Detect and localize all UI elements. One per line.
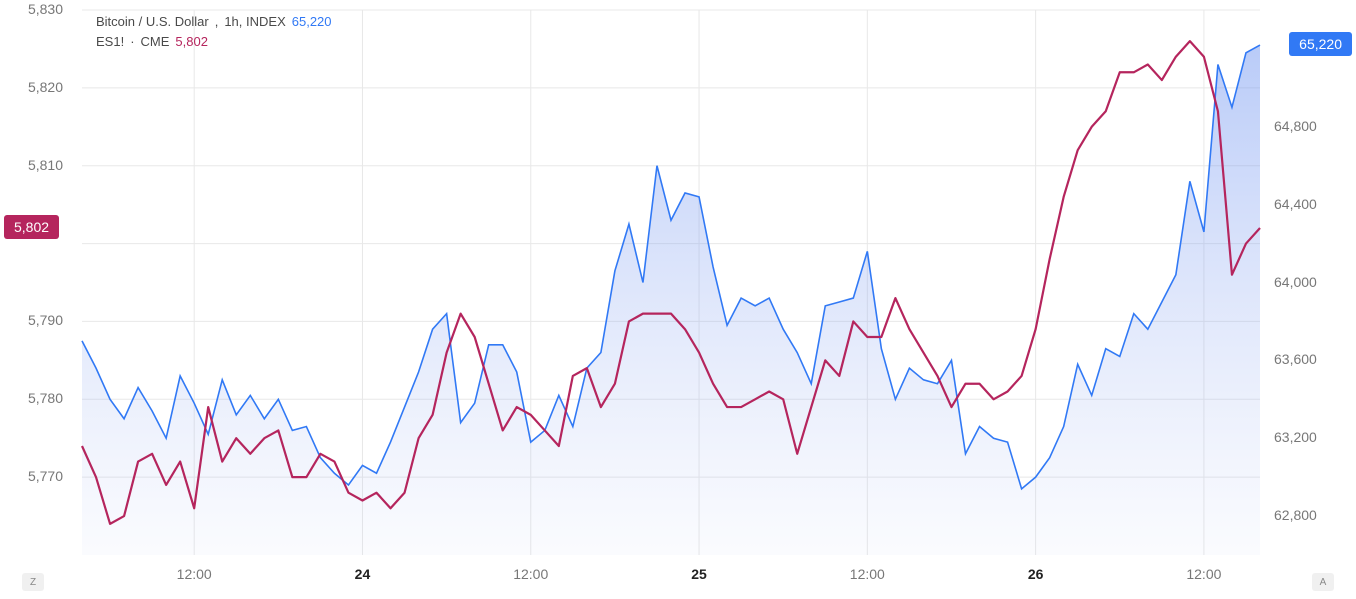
axis-label: 12:00 <box>169 566 219 582</box>
zoom-button[interactable]: Z <box>22 573 44 591</box>
axis-label: 62,800 <box>1274 507 1317 523</box>
axis-label: 25 <box>674 566 724 582</box>
auto-button[interactable]: A <box>1312 573 1334 591</box>
axis-label: 5,780 <box>8 390 63 406</box>
axis-label: 64,800 <box>1274 118 1317 134</box>
axis-label: 24 <box>337 566 387 582</box>
legend-series1-name: Bitcoin / U.S. Dollar <box>96 12 209 32</box>
btc-area <box>82 45 1260 555</box>
chart-legend: Bitcoin / U.S. Dollar , 1h, INDEX 65,220… <box>96 12 332 51</box>
axis-label: 12:00 <box>842 566 892 582</box>
axis-label: 26 <box>1011 566 1061 582</box>
legend-series1-value: 65,220 <box>292 12 332 32</box>
btc-price-tag: 65,220 <box>1289 32 1352 56</box>
axis-label: 64,000 <box>1274 274 1317 290</box>
axis-label: 63,600 <box>1274 351 1317 367</box>
axis-label: 63,200 <box>1274 429 1317 445</box>
axis-label: 12:00 <box>1179 566 1229 582</box>
axis-label: 5,790 <box>8 312 63 328</box>
axis-label: 5,810 <box>8 157 63 173</box>
legend-series2-detail: CME <box>141 32 170 52</box>
price-chart[interactable] <box>0 0 1356 599</box>
legend-series2-value: 5,802 <box>175 32 208 52</box>
axis-label: 5,820 <box>8 79 63 95</box>
legend-series2-name: ES1! <box>96 32 124 52</box>
legend-series1-detail: 1h, INDEX <box>224 12 285 32</box>
axis-label: 5,770 <box>8 468 63 484</box>
axis-label: 5,830 <box>8 1 63 17</box>
es1-price-tag: 5,802 <box>4 215 59 239</box>
axis-label: 64,400 <box>1274 196 1317 212</box>
axis-label: 12:00 <box>506 566 556 582</box>
